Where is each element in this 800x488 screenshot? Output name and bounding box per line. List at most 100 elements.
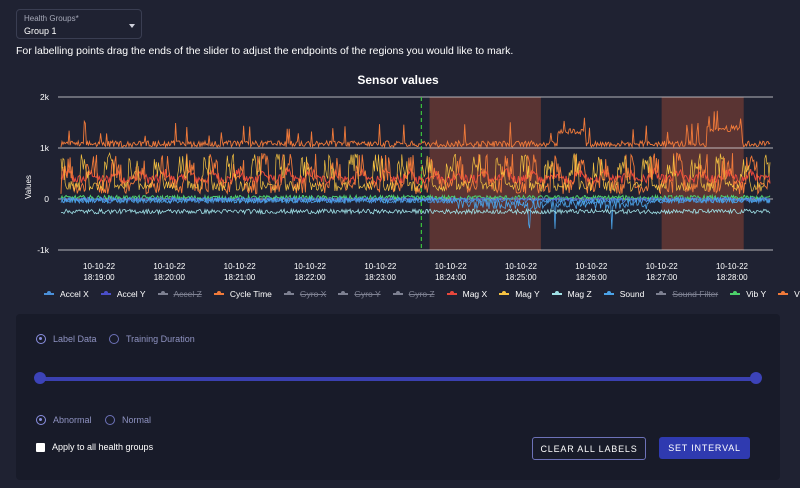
range-slider-track[interactable] [40,377,756,381]
x-tick-time: 18:21:00 [224,273,256,282]
checkbox-icon [36,442,45,452]
legend-item[interactable]: Gyro Y [338,289,381,299]
legend-label: Accel Z [173,289,202,299]
range-slider-start-handle[interactable] [34,372,46,384]
series-line-mag-z [60,207,771,216]
legend-swatch-icon [446,291,457,295]
radio-normal[interactable]: Normal [105,415,151,425]
legend-label: Accel X [60,289,89,299]
radio-checked-icon [36,415,46,425]
set-interval-button[interactable]: SET INTERVAL [659,437,750,459]
health-groups-select[interactable]: Health Groups* Group 1 [16,9,142,39]
radio-training-duration-text: Training Duration [126,334,195,344]
legend-swatch-icon [778,291,789,295]
series-line-cycle-time [60,110,771,149]
legend-swatch-icon [656,291,667,295]
y-tick-label: 1k [40,143,50,153]
legend-item[interactable]: Cycle Time [213,289,272,299]
legend-item[interactable]: Sound [603,289,645,299]
radio-checked-icon [36,334,46,344]
legend-item[interactable]: Mag X [446,289,488,299]
radio-normal-text: Normal [122,415,152,425]
radio-abnormal[interactable]: Abnormal [36,415,92,425]
sensor-chart[interactable]: Sensor values 2k 1k 0 -1k 10-10-22 18:19:00 1… [0,64,800,286]
health-groups-value: Group 1 [24,26,57,36]
legend-label: Cycle Time [229,289,272,299]
x-tick-date: 10-10-22 [716,262,749,271]
series-line-sound [60,195,771,230]
legend-label: Gyro X [299,289,327,299]
chart-title: Sensor values [357,73,439,87]
legend-item[interactable]: Gyro Z [392,289,435,299]
legend-item[interactable]: Accel X [44,289,89,299]
x-tick-time: 18:26:00 [576,273,608,282]
legend-swatch-icon [551,291,562,295]
x-tick-date: 10-10-22 [435,262,468,271]
legend-swatch-icon [338,291,349,295]
legend-swatch-icon [392,291,403,295]
legend-swatch-icon [213,291,224,295]
x-tick-time: 18:19:00 [83,273,115,282]
legend-swatch-icon [283,291,294,295]
chart-legend: Accel X Accel Y Accel Z Cycle Time Gyro X Gyr… [44,289,800,299]
x-tick-time: 18:23:00 [365,273,397,282]
x-tick-date: 10-10-22 [364,262,397,271]
radio-unchecked-icon [109,334,119,344]
clear-all-labels-button[interactable]: CLEAR ALL LABELS [532,437,646,460]
legend-item[interactable]: Gyro X [283,289,327,299]
legend-label: Mag Y [515,289,540,299]
x-tick-time: 18:24:00 [435,273,467,282]
legend-swatch-icon [499,291,510,295]
legend-swatch-icon [730,291,741,295]
legend-item[interactable]: Vib Y [730,289,766,299]
legend-label: Accel Y [116,289,146,299]
legend-item[interactable]: Accel Y [100,289,146,299]
x-tick-time: 18:20:00 [154,273,186,282]
legend-label: Vib Y [746,289,767,299]
labelling-panel: Label Data Training Duration Abnormal No… [16,314,780,480]
legend-item[interactable]: Accel Z [157,289,202,299]
legend-label: Mag Z [567,289,592,299]
radio-training-duration[interactable]: Training Duration [109,334,195,344]
legend-item[interactable]: Mag Y [499,289,540,299]
legend-label: Gyro Y [354,289,381,299]
x-tick-time: 18:22:00 [294,273,326,282]
apply-all-label: Apply to all health groups [52,442,154,452]
y-tick-label: -1k [37,245,50,255]
legend-swatch-icon [44,291,54,295]
radio-abnormal-text: Abnormal [53,415,92,425]
health-groups-label: Health Groups* [24,14,79,23]
legend-label: Gyro Z [408,289,435,299]
chevron-down-icon [129,24,135,28]
legend-label: Sound [619,289,645,299]
x-tick-date: 10-10-22 [646,262,679,271]
y-axis-label: Values [24,175,33,199]
radio-label-data-text: Label Data [53,334,97,344]
legend-swatch-icon [157,291,168,295]
y-tick-label: 2k [40,92,50,102]
x-tick-date: 10-10-22 [83,262,116,271]
series-line-mag-y [60,152,771,193]
x-tick-date: 10-10-22 [294,262,327,271]
legend-swatch-icon [100,291,111,295]
legend-swatch-icon [603,291,614,295]
radio-label-data[interactable]: Label Data [36,334,97,344]
x-tick-time: 18:27:00 [646,273,678,282]
legend-item[interactable]: Mag Z [551,289,592,299]
x-tick-date: 10-10-22 [575,262,608,271]
instructions-text: For labelling points drag the ends of th… [16,45,514,57]
legend-item[interactable]: Vib Z [778,289,800,299]
apply-all-checkbox[interactable]: Apply to all health groups [36,442,153,452]
range-slider-end-handle[interactable] [750,372,762,384]
x-tick-time: 18:25:00 [505,273,537,282]
x-tick-date: 10-10-22 [505,262,538,271]
x-tick-date: 10-10-22 [224,262,257,271]
legend-label: Sound Filter [672,289,719,299]
y-tick-label: 0 [44,194,49,204]
legend-item[interactable]: Sound Filter [656,289,718,299]
x-tick-time: 18:28:00 [716,273,748,282]
radio-unchecked-icon [105,415,115,425]
legend-label: Mag X [462,289,488,299]
x-tick-date: 10-10-22 [153,262,186,271]
series-line-vib-z [60,152,771,196]
